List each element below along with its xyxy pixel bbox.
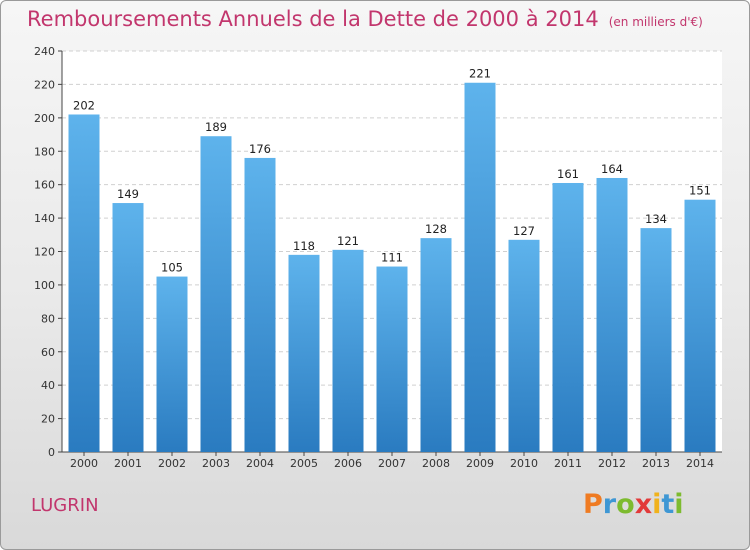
value-label-2004: 176 [249,142,271,156]
x-tick-label-2004: 2004 [246,457,274,470]
proxiti-logo: Proxiti [583,489,684,520]
value-label-2001: 149 [117,187,139,201]
x-tick-label-2011: 2011 [554,457,582,470]
bar-2008 [420,238,452,452]
value-label-2010: 127 [513,224,535,238]
x-tick-label-2001: 2001 [114,457,142,470]
value-label-2014: 151 [689,184,711,198]
x-tick-label-2002: 2002 [158,457,186,470]
x-tick-label-2009: 2009 [466,457,494,470]
chart-title: Remboursements Annuels de la Dette de 20… [27,7,703,31]
x-tick-label-2014: 2014 [686,457,714,470]
y-tick-label: 140 [34,212,55,225]
y-tick-label: 160 [34,179,55,192]
y-tick-label: 40 [41,379,55,392]
value-label-2003: 189 [205,120,227,134]
value-label-2008: 128 [425,222,447,236]
x-tick-label-2007: 2007 [378,457,406,470]
value-label-2005: 118 [293,239,315,253]
value-label-2012: 164 [601,162,623,176]
value-label-2009: 221 [469,67,491,81]
title-main: Remboursements Annuels de la Dette de 20… [27,7,599,31]
bar-2010 [508,239,540,452]
bar-2014 [684,199,716,452]
x-tick-label-2012: 2012 [598,457,626,470]
bar-2005 [288,254,320,452]
y-tick-label: 120 [34,246,55,259]
x-tick-label-2008: 2008 [422,457,450,470]
value-label-2006: 121 [337,234,359,248]
bar-2006 [332,249,364,452]
title-unit: (en milliers d'€) [608,15,703,29]
value-label-2011: 161 [557,167,579,181]
y-tick-label: 0 [48,446,55,459]
y-tick-label: 20 [41,413,55,426]
y-tick-label: 180 [34,145,55,158]
bar-2011 [552,182,584,452]
y-tick-label: 220 [34,78,55,91]
bar-2012 [596,177,628,452]
value-label-2013: 134 [645,212,667,226]
bar-2000 [68,114,100,452]
x-tick-label-2010: 2010 [510,457,538,470]
value-label-2000: 202 [73,98,95,112]
bar-2002 [156,276,188,452]
value-label-2002: 105 [161,261,183,275]
bar-2007 [376,266,408,452]
y-tick-label: 200 [34,112,55,125]
y-tick-label: 100 [34,279,55,292]
y-tick-label: 60 [41,346,55,359]
y-tick-label: 240 [34,45,55,58]
bar-2003 [200,136,232,452]
x-tick-label-2000: 2000 [70,457,98,470]
bar-2009 [464,82,496,452]
y-tick-label: 80 [41,312,55,325]
city-name: LUGRIN [31,495,99,516]
bar-2001 [112,203,144,452]
x-tick-label-2006: 2006 [334,457,362,470]
x-tick-label-2013: 2013 [642,457,670,470]
x-tick-label-2003: 2003 [202,457,230,470]
bar-2004 [244,157,276,452]
bar-2013 [640,228,672,452]
value-label-2007: 111 [381,251,403,265]
x-tick-label-2005: 2005 [290,457,318,470]
